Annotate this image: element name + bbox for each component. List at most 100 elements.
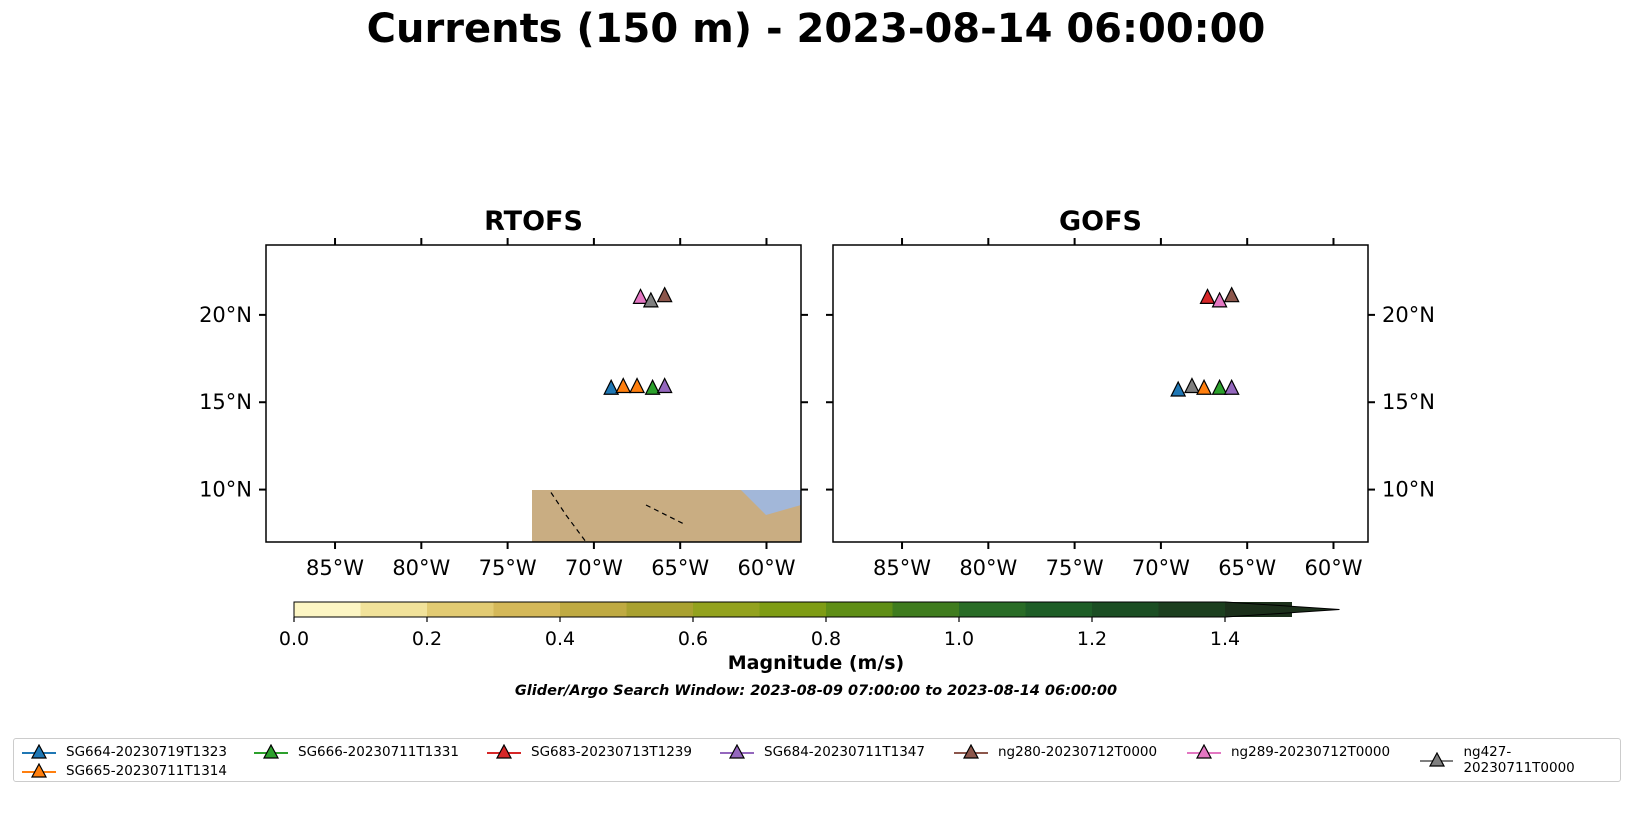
colorbar-segment (1158, 602, 1226, 617)
lon-tick-label: 70°W (565, 556, 623, 580)
colorbar-segment (759, 602, 827, 617)
colorbar-segment (693, 602, 760, 617)
legend: SG664-20230719T1323 SG665-20230711T1314 SG… (13, 738, 1621, 782)
glider-marker (656, 377, 673, 394)
legend-marker-icon (254, 744, 288, 759)
lat-tick-label-right: 20°N (1382, 303, 1435, 327)
legend-label: SG666-20230711T1331 (298, 744, 459, 760)
legend-item: SG683-20230713T1239 (487, 744, 692, 760)
lat-tick-label-left: 20°N (199, 303, 252, 327)
puerto-rico-land (1208, 338, 1238, 346)
lon-tick-label: 65°W (1218, 556, 1276, 580)
glider-marker (1223, 286, 1240, 303)
lat-tick-label-left: 10°N (199, 478, 252, 502)
contour-lines (833, 265, 1368, 475)
central-america-land (266, 365, 366, 542)
puerto-rico-land (641, 338, 671, 346)
legend-marker-icon (487, 744, 521, 759)
lat-tick-label-right: 15°N (1382, 390, 1435, 414)
glider-marker (632, 288, 649, 305)
figure-title: Currents (150 m) - 2023-08-14 06:00:00 (366, 6, 1266, 52)
orinoco-delta (1303, 470, 1368, 515)
lon-tick-label: 60°W (1304, 556, 1362, 580)
colorbar-segment (493, 602, 561, 617)
colorbar-tick-label: 0.4 (545, 628, 575, 650)
rtofs-panel-title: RTOFS (484, 206, 583, 237)
glider-marker (642, 291, 659, 308)
lat-tick-label-right: 10°N (1382, 478, 1435, 502)
gofs-map (833, 245, 1368, 542)
lon-tick-label: 75°W (479, 556, 537, 580)
glider-marker (644, 378, 661, 395)
orinoco-delta (741, 490, 801, 515)
maracaibo-lake (1123, 460, 1143, 477)
colorbar-tick-label: 1.2 (1077, 628, 1107, 650)
glider-marker (1211, 291, 1228, 308)
jet-current (973, 385, 1133, 420)
direction-arrows (296, 307, 756, 462)
colorbar-segment (560, 602, 627, 617)
glider-marker (1211, 378, 1228, 395)
yucatan-land (266, 285, 306, 335)
cuba-land (913, 263, 1093, 290)
lon-tick-label: 85°W (873, 556, 931, 580)
glider-marker (1170, 380, 1187, 397)
glider-marker (1223, 378, 1240, 395)
south-america-land (993, 450, 1368, 542)
legend-item: ng427-20230711T0000 (1420, 744, 1620, 776)
lon-tick-label: 80°W (959, 556, 1017, 580)
colorbar: 0.0 0.2 0.4 0.6 0.8 1.0 1.2 1.4 (279, 601, 1340, 650)
glider-marker (615, 377, 632, 394)
colorbar-tick-label: 0.6 (678, 628, 708, 650)
legend-marker-icon (22, 763, 56, 778)
glider-marker (603, 378, 620, 395)
legend-marker-icon (22, 744, 56, 759)
colorbar-label: Magnitude (m/s) (727, 652, 905, 674)
central-america-land (833, 365, 933, 542)
colorbar-segment (1025, 602, 1093, 617)
jet-current (301, 245, 416, 405)
cuba-land (346, 263, 526, 290)
south-america-land (532, 490, 801, 542)
rtofs-map (266, 245, 801, 543)
lon-tick-label: 80°W (392, 556, 450, 580)
gulf-of-mexico (266, 245, 326, 315)
colorbar-segment (427, 602, 494, 617)
legend-item: ng289-20230712T0000 (1187, 744, 1390, 760)
glider-marker (656, 286, 673, 303)
streamlines (843, 275, 1363, 473)
lon-tick-label: 65°W (651, 556, 709, 580)
gofs-panel-title: GOFS (1058, 206, 1142, 237)
legend-label: ng280-20230712T0000 (998, 744, 1158, 760)
maracaibo-lake (556, 460, 576, 477)
legend-marker-icon (954, 744, 988, 759)
borders (863, 425, 1253, 542)
gofs-frame (832, 244, 1369, 543)
streamlines (276, 275, 796, 463)
colorbar-extend (1225, 602, 1340, 617)
legend-label: SG665-20230711T1314 (66, 763, 227, 779)
glider-markers (603, 286, 1240, 397)
yucatan-land (833, 285, 873, 335)
legend-marker-icon (1187, 744, 1221, 759)
legend-label: SG684-20230711T1347 (764, 744, 925, 760)
jamaica-land (1003, 323, 1061, 340)
glider-marker (629, 377, 646, 394)
colorbar-segment (826, 602, 893, 617)
legend-marker-icon (1420, 752, 1454, 767)
colorbar-segment (626, 602, 694, 617)
lon-tick-label: 60°W (737, 556, 795, 580)
lon-tick-label: 85°W (306, 556, 364, 580)
colorbar-tick-label: 0.8 (811, 628, 841, 650)
legend-item: ng280-20230712T0000 (954, 744, 1157, 760)
legend-label: ng289-20230712T0000 (1231, 744, 1391, 760)
legend-label: SG683-20230713T1239 (531, 744, 692, 760)
colorbar-segment (294, 602, 361, 617)
gulf-of-mexico (833, 245, 893, 315)
legend-label: SG664-20230719T1323 (66, 744, 227, 760)
colorbar-outline (293, 601, 1340, 618)
borders (548, 490, 687, 543)
colorbar-segment (892, 602, 960, 617)
glider-marker (1199, 288, 1216, 305)
legend-item: SG665-20230711T1314 (22, 763, 227, 779)
